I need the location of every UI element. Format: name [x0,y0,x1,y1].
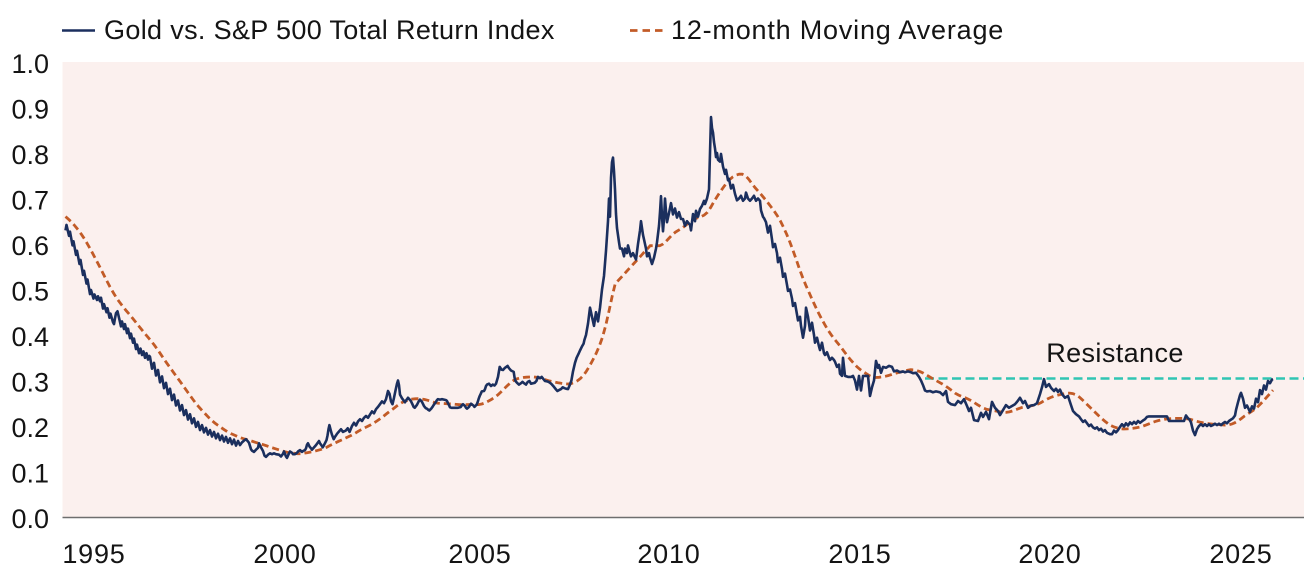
svg-text:12-month Moving Average: 12-month Moving Average [671,15,1004,45]
svg-text:Gold vs. S&P 500 Total Return: Gold vs. S&P 500 Total Return Index [104,15,555,45]
svg-text:0.3: 0.3 [11,368,49,398]
svg-text:2020: 2020 [1018,539,1081,569]
svg-text:Resistance: Resistance [1046,338,1184,368]
svg-text:2025: 2025 [1209,539,1272,569]
svg-text:2005: 2005 [448,539,511,569]
svg-text:2010: 2010 [637,539,700,569]
svg-text:2000: 2000 [253,539,316,569]
svg-text:1.0: 1.0 [11,49,49,79]
svg-text:0.6: 0.6 [11,231,49,261]
svg-text:0.1: 0.1 [11,459,49,489]
svg-text:0.7: 0.7 [11,186,49,216]
svg-text:0.0: 0.0 [11,504,49,534]
svg-text:0.2: 0.2 [11,413,49,443]
svg-text:0.5: 0.5 [11,277,49,307]
svg-text:0.4: 0.4 [11,322,49,352]
svg-text:0.9: 0.9 [11,95,49,125]
svg-text:1995: 1995 [62,539,125,569]
svg-text:0.8: 0.8 [11,140,49,170]
svg-text:2015: 2015 [828,539,891,569]
